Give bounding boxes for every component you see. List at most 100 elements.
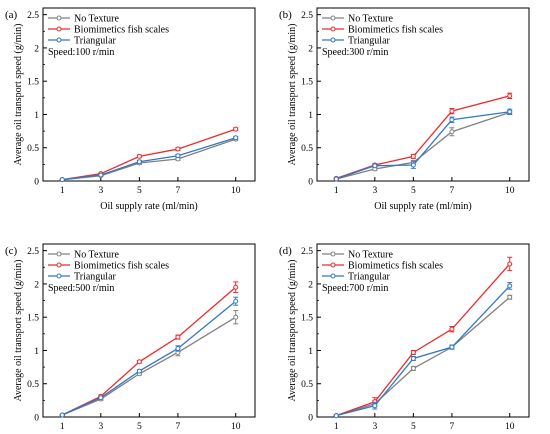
x-tick-label: 3 xyxy=(98,422,103,432)
x-tick-label: 5 xyxy=(411,422,416,432)
legend-entry: No Texture xyxy=(348,14,393,25)
legend-marker xyxy=(56,273,62,279)
x-tick-label: 1 xyxy=(334,186,339,196)
legend-marker xyxy=(56,37,62,43)
data-point xyxy=(333,176,339,182)
data-point xyxy=(136,153,142,159)
legend-marker xyxy=(330,273,336,279)
legend-marker xyxy=(56,15,62,21)
data-point xyxy=(410,365,416,371)
data-point xyxy=(175,345,181,351)
series-triangular xyxy=(59,296,239,418)
x-tick-label: 7 xyxy=(450,186,455,196)
panel-label: (c) xyxy=(5,245,18,257)
series-triangular xyxy=(333,108,513,182)
series-biomimetics-fish-scales xyxy=(59,281,239,418)
y-tick-label: 0.5 xyxy=(301,144,313,154)
data-point xyxy=(410,349,416,355)
legend-entry: No Texture xyxy=(348,250,393,261)
y-tick-label: 1 xyxy=(308,347,313,357)
series-line xyxy=(61,286,237,416)
chart-panel-2: (b) 1 3 5 7 10 0 0.5 1 1.5 2 2.5 Oil supply rate (ml… xyxy=(279,7,530,212)
data-point xyxy=(233,126,239,132)
series-no-texture xyxy=(59,136,239,183)
data-point xyxy=(175,146,181,152)
data-point xyxy=(372,403,378,409)
y-tick-label: 0 xyxy=(34,178,39,188)
data-point xyxy=(98,172,104,178)
legend-entry: No Texture xyxy=(74,14,119,25)
chart-panel-1: (a) 1 3 5 7 10 0 0.5 1 1.5 2 2.5 Oil supply rate (ml… xyxy=(5,7,256,212)
x-tick-label: 5 xyxy=(137,186,142,196)
plot-frame xyxy=(316,7,530,182)
data-point xyxy=(136,368,142,374)
y-axis-label: Average oil transport speed (g/min) xyxy=(287,260,298,402)
data-point xyxy=(449,326,455,332)
x-tick-label: 3 xyxy=(372,186,377,196)
y-tick-label: 2.5 xyxy=(27,11,39,21)
plot-frame xyxy=(316,243,530,418)
data-point xyxy=(507,93,513,99)
series-triangular xyxy=(333,282,513,419)
speed-label: Speed:700 r/min xyxy=(322,283,388,294)
series-triangular xyxy=(59,135,239,183)
x-tick-label: 5 xyxy=(137,422,142,432)
panel-label: (d) xyxy=(279,245,292,257)
plot-frame xyxy=(42,7,256,182)
series-line xyxy=(62,137,236,181)
data-point xyxy=(136,359,142,365)
legend-entry: Triangular xyxy=(348,36,391,47)
y-tick-label: 1.5 xyxy=(301,78,313,88)
x-tick-label: 10 xyxy=(505,422,515,432)
legend-marker xyxy=(330,251,336,257)
y-axis-label: Average oil transport speed (g/min) xyxy=(13,260,24,402)
panel-label: (a) xyxy=(5,9,18,21)
series-line xyxy=(336,285,511,417)
data-point xyxy=(507,294,513,300)
legend-marker xyxy=(330,37,336,43)
y-tick-label: 2 xyxy=(308,280,313,290)
data-point xyxy=(449,108,455,114)
series-biomimetics-fish-scales xyxy=(333,92,513,181)
y-tick-label: 0.5 xyxy=(27,380,39,390)
x-tick-label: 10 xyxy=(231,422,241,432)
data-point xyxy=(233,298,239,304)
x-tick-label: 5 xyxy=(411,186,416,196)
legend-marker xyxy=(330,262,336,268)
y-tick-label: 0.5 xyxy=(301,380,313,390)
x-axis-label: Oil supply rate (ml/min) xyxy=(374,201,472,212)
y-tick-label: 1.5 xyxy=(301,314,313,324)
data-point xyxy=(59,412,65,418)
series-line xyxy=(336,95,510,179)
plot-frame xyxy=(42,243,256,418)
y-tick-label: 0.5 xyxy=(27,144,39,154)
y-tick-label: 1 xyxy=(34,111,39,121)
x-tick-label: 7 xyxy=(176,186,181,196)
data-point xyxy=(410,153,416,159)
data-point xyxy=(449,344,455,350)
y-axis-label: Average oil transport speed (g/min) xyxy=(287,24,298,166)
speed-label: Speed:500 r/min xyxy=(48,283,114,294)
data-point xyxy=(59,177,65,183)
series-line xyxy=(336,296,511,417)
y-tick-label: 1.5 xyxy=(27,314,39,324)
data-point xyxy=(233,284,239,290)
data-point xyxy=(410,355,416,361)
x-tick-label: 7 xyxy=(450,422,455,432)
speed-label: Speed:100 r/min xyxy=(48,47,114,58)
x-tick-label: 10 xyxy=(505,186,515,196)
x-tick-label: 1 xyxy=(60,422,65,432)
series-line xyxy=(62,128,236,181)
y-tick-label: 2.5 xyxy=(301,11,313,21)
series-biomimetics-fish-scales xyxy=(59,126,239,183)
y-tick-label: 2 xyxy=(34,280,39,290)
data-point xyxy=(507,261,513,267)
legend-entry: Triangular xyxy=(74,272,117,283)
